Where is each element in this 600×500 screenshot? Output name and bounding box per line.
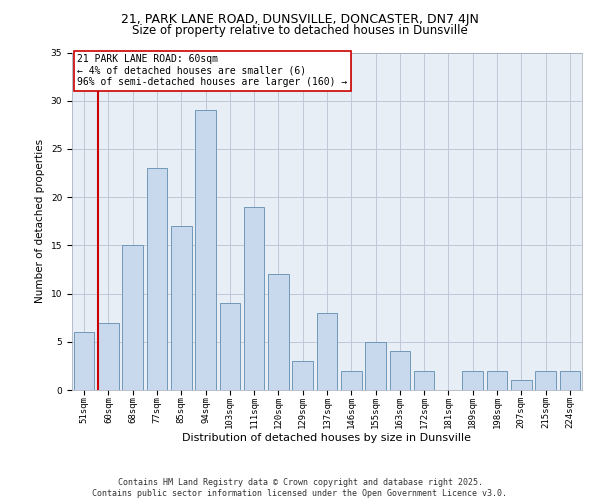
Bar [171,226,191,390]
Bar [292,361,313,390]
Bar [244,207,265,390]
Bar [122,246,143,390]
Bar [317,313,337,390]
Text: Contains HM Land Registry data © Crown copyright and database right 2025.
Contai: Contains HM Land Registry data © Crown c… [92,478,508,498]
X-axis label: Distribution of detached houses by size in Dunsville: Distribution of detached houses by size … [182,432,472,442]
Bar [341,370,362,390]
Bar [487,370,508,390]
Text: 21, PARK LANE ROAD, DUNSVILLE, DONCASTER, DN7 4JN: 21, PARK LANE ROAD, DUNSVILLE, DONCASTER… [121,12,479,26]
Bar [98,322,119,390]
Text: 21 PARK LANE ROAD: 60sqm
← 4% of detached houses are smaller (6)
96% of semi-det: 21 PARK LANE ROAD: 60sqm ← 4% of detache… [77,54,347,88]
Bar [268,274,289,390]
Bar [74,332,94,390]
Bar [220,303,240,390]
Bar [463,370,483,390]
Bar [389,352,410,390]
Bar [146,168,167,390]
Bar [365,342,386,390]
Y-axis label: Number of detached properties: Number of detached properties [35,139,45,304]
Bar [195,110,216,390]
Text: Size of property relative to detached houses in Dunsville: Size of property relative to detached ho… [132,24,468,37]
Bar [560,370,580,390]
Bar [511,380,532,390]
Bar [535,370,556,390]
Bar [414,370,434,390]
